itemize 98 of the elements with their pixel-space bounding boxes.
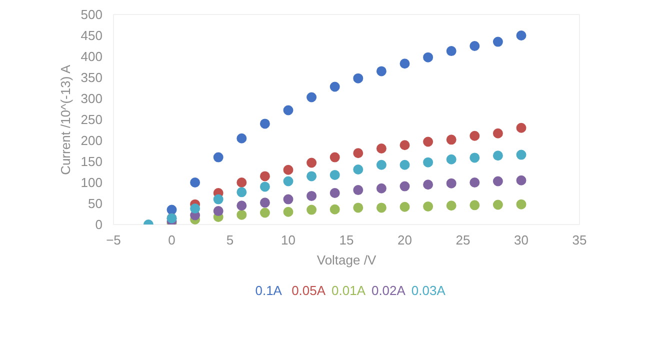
point bbox=[260, 208, 270, 218]
point bbox=[516, 150, 526, 160]
point bbox=[423, 180, 434, 190]
point bbox=[260, 118, 270, 129]
y-axis-title: Current /10^(-13) A bbox=[58, 64, 73, 175]
point bbox=[492, 36, 503, 47]
point bbox=[516, 30, 526, 40]
point bbox=[260, 198, 270, 208]
point bbox=[376, 66, 386, 76]
point bbox=[353, 185, 364, 196]
y-tick-label: 150 bbox=[80, 154, 103, 169]
text: 0.05A bbox=[292, 283, 326, 298]
point bbox=[190, 178, 200, 188]
point bbox=[423, 52, 434, 62]
point bbox=[516, 199, 526, 210]
point bbox=[492, 176, 503, 186]
point bbox=[236, 187, 247, 198]
y-tick-label: 350 bbox=[80, 70, 103, 85]
point bbox=[306, 171, 317, 182]
y-tick-label: 500 bbox=[80, 7, 103, 22]
point bbox=[330, 82, 340, 92]
y-tick-label: 450 bbox=[80, 28, 103, 43]
point bbox=[283, 194, 294, 204]
point bbox=[283, 164, 294, 175]
point bbox=[400, 160, 410, 170]
point bbox=[446, 200, 456, 211]
point bbox=[400, 181, 410, 192]
point bbox=[213, 206, 224, 216]
point bbox=[236, 200, 247, 211]
point bbox=[446, 134, 456, 145]
point bbox=[306, 190, 317, 201]
point bbox=[236, 133, 247, 144]
text: 0.1A bbox=[255, 283, 282, 298]
point bbox=[306, 92, 317, 102]
point bbox=[470, 130, 480, 141]
x-tick-label: 10 bbox=[281, 232, 296, 248]
y-tick-label: 250 bbox=[80, 112, 103, 127]
point bbox=[353, 164, 364, 174]
point bbox=[260, 171, 270, 182]
y-tick-label: 400 bbox=[80, 49, 103, 64]
x-tick-label: 25 bbox=[456, 232, 470, 248]
y-tick-label: 100 bbox=[80, 175, 103, 190]
point bbox=[306, 158, 317, 168]
point bbox=[446, 178, 456, 188]
point bbox=[470, 200, 480, 210]
point bbox=[330, 170, 340, 180]
text: 0.01A bbox=[332, 283, 366, 298]
point bbox=[446, 154, 456, 164]
point bbox=[400, 140, 410, 150]
x-tick-label: 30 bbox=[514, 232, 528, 248]
y-tick-label: 0 bbox=[95, 217, 103, 232]
y-tick-label: 200 bbox=[80, 133, 103, 148]
point bbox=[330, 204, 340, 214]
point bbox=[213, 194, 224, 204]
point bbox=[306, 204, 317, 215]
point bbox=[492, 150, 503, 161]
point bbox=[376, 160, 386, 170]
point bbox=[470, 152, 480, 163]
point bbox=[492, 200, 503, 210]
y-tick-label: 300 bbox=[80, 91, 103, 106]
x-tick-label: 15 bbox=[339, 232, 354, 248]
point bbox=[353, 148, 364, 158]
x-tick-label: 20 bbox=[398, 232, 412, 248]
point bbox=[470, 178, 480, 188]
point bbox=[353, 202, 364, 213]
point bbox=[516, 175, 526, 186]
point bbox=[376, 183, 386, 194]
point bbox=[283, 176, 294, 186]
point bbox=[330, 188, 340, 198]
point bbox=[353, 73, 364, 84]
point bbox=[376, 143, 386, 154]
point bbox=[283, 105, 294, 116]
point bbox=[236, 210, 247, 220]
point bbox=[423, 157, 434, 168]
x-tick-label: 35 bbox=[572, 232, 587, 248]
point bbox=[376, 202, 386, 213]
point bbox=[400, 202, 410, 212]
point bbox=[166, 204, 177, 215]
x-tick-label: −5 bbox=[106, 232, 121, 248]
point bbox=[190, 204, 200, 214]
x-tick-label: 0 bbox=[168, 232, 176, 248]
point bbox=[423, 136, 434, 147]
point bbox=[470, 41, 480, 51]
point bbox=[236, 178, 247, 188]
point bbox=[446, 46, 456, 56]
point bbox=[260, 182, 270, 192]
point bbox=[283, 206, 294, 217]
x-axis-title: Voltage /V bbox=[316, 252, 376, 268]
text: 0.03A bbox=[411, 283, 446, 298]
y-tick-label: 50 bbox=[88, 196, 103, 211]
point bbox=[423, 201, 434, 212]
x-tick-label: 5 bbox=[226, 232, 234, 248]
text: 0.02A bbox=[371, 283, 406, 298]
point bbox=[400, 58, 410, 69]
point bbox=[516, 122, 526, 133]
point bbox=[492, 128, 503, 138]
point bbox=[330, 152, 340, 162]
point bbox=[213, 152, 224, 162]
